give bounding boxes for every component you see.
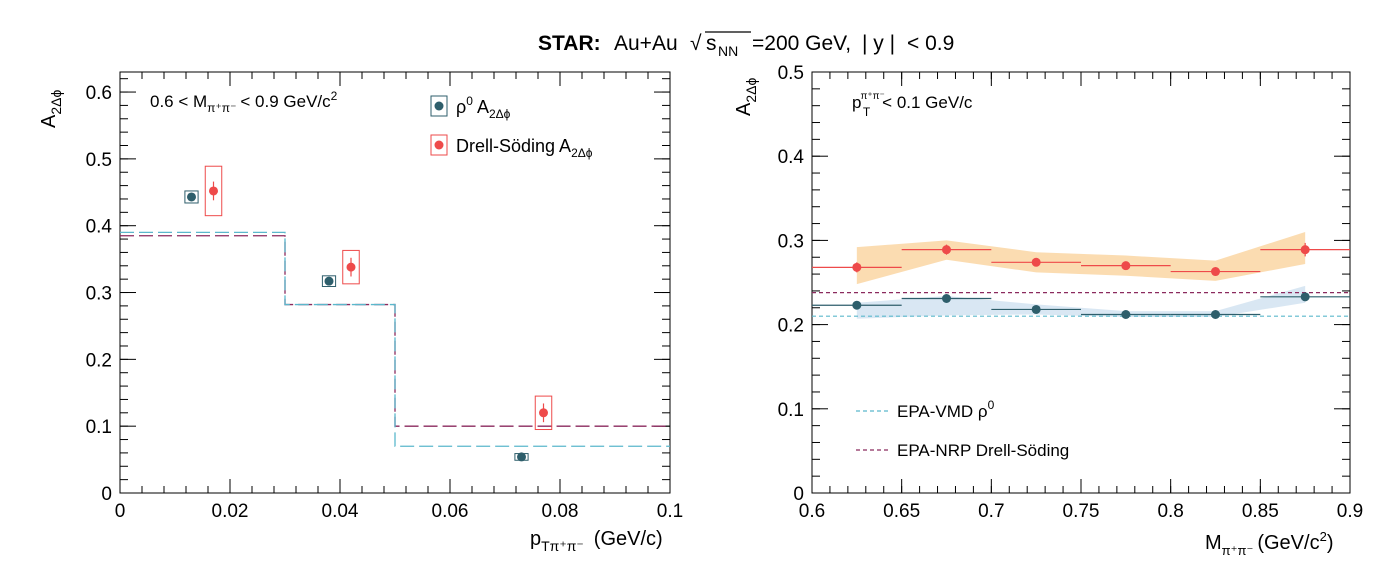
left-xtick-label: 0 <box>115 501 126 522</box>
left-ds-syst-box <box>342 249 360 285</box>
left-rho-point <box>187 192 196 202</box>
left-rho-point <box>517 452 526 462</box>
left-ds-point <box>539 408 548 418</box>
left-rho-point <box>324 276 334 286</box>
title-rapidity: < 0.9 <box>907 32 954 55</box>
left-ylabel: A2Δϕ <box>38 90 64 128</box>
right-xtick-label: 0.75 <box>1063 501 1100 522</box>
left-xtick-label: 0.04 <box>322 501 359 522</box>
right-ytick-label: 0.5 <box>778 63 804 84</box>
left-ds-syst-box <box>204 165 223 217</box>
left-xlabel: pTπ⁺π⁻ (GeV/c) <box>530 528 663 554</box>
left-ytick-label: 0.3 <box>86 284 112 305</box>
left-xtick-label: 0.06 <box>432 501 469 522</box>
left-rho-syst-box <box>184 190 199 204</box>
legend-rho-marker <box>434 101 444 111</box>
right-ds-point <box>1031 257 1041 267</box>
legend-rho-box <box>430 95 448 117</box>
title-nn: NN <box>718 43 738 59</box>
right-xtick-label: 0.8 <box>1157 501 1183 522</box>
right-ytick-label: 0.2 <box>778 316 804 337</box>
left-ds-point <box>209 186 218 196</box>
legend-ds-label: Drell-Söding A2Δϕ <box>456 136 593 160</box>
right-legend: EPA-VMD ρ0 EPA-NRP Drell-Söding <box>856 398 1069 460</box>
right-xtick-label: 0.65 <box>883 501 920 522</box>
left-panel: 0 0.02 0.04 0.06 0.08 0.1 0 0.1 0.2 0.3 0.4 0.5 0.6 … <box>38 71 683 554</box>
right-ds-band <box>856 231 1306 285</box>
left-xtick-label: 0.02 <box>212 501 249 522</box>
left-ds-syst-box <box>534 395 553 431</box>
title-rest: Au+Au <box>614 32 678 55</box>
right-xtick-label: 0.7 <box>978 501 1004 522</box>
right-frame <box>811 71 1351 494</box>
legend-vmd-label: EPA-VMD ρ0 <box>897 398 995 421</box>
right-ds-point <box>1211 267 1220 277</box>
left-ytick-label: 0.2 <box>86 350 112 371</box>
right-ytick-label: 0.1 <box>778 400 804 421</box>
right-rho-point <box>942 293 951 303</box>
title-bold: STAR: <box>538 32 601 55</box>
left-ytick-label: 0.4 <box>86 217 113 238</box>
title-energy: =200 GeV, <box>752 32 851 55</box>
right-ytick-label: 0 <box>793 484 804 505</box>
right-xtick-label: 0.9 <box>1337 501 1363 522</box>
legend-ds-box <box>430 134 448 156</box>
left-step-vmd <box>120 231 670 447</box>
right-ytick-label: 0.4 <box>778 147 805 168</box>
left-rho-syst-box <box>321 275 337 288</box>
right-ds-point <box>1300 245 1310 255</box>
left-frame <box>119 71 671 494</box>
left-ytick-label: 0.5 <box>86 150 112 171</box>
legend-nrp-label: EPA-NRP Drell-Söding <box>897 441 1069 460</box>
title-abs-y: | y | <box>862 32 895 55</box>
left-legend: ρ0 A2Δϕ Drell-Söding A2Δϕ <box>430 94 593 160</box>
figure-title: STAR: Au+Au √ s NN =200 GeV, | y | < 0.9 <box>538 31 954 59</box>
right-ds-point <box>942 245 951 255</box>
right-xtick-label: 0.85 <box>1242 501 1279 522</box>
right-xtick-label: 0.6 <box>799 501 825 522</box>
right-xlabel: Mπ⁺π⁻ (GeV/c2) <box>1205 529 1334 558</box>
right-ds-point <box>852 262 862 272</box>
right-panel: 0.6 0.65 0.7 0.75 0.8 0.85 0.9 0 0.1 0.2 0.3 0.4 0.5… <box>733 63 1363 558</box>
right-rho-point <box>852 300 862 310</box>
right-rho-band <box>856 285 1306 319</box>
right-rho-point <box>1121 309 1131 319</box>
left-ytick-label: 0.6 <box>86 83 112 104</box>
legend-ds-marker <box>434 140 444 150</box>
left-xtick-label: 0.1 <box>657 501 683 522</box>
right-rho-point <box>1300 292 1310 302</box>
left-cut-label: 0.6 < Mπ⁺π⁻ < 0.9 GeV/c2 <box>150 89 338 115</box>
legend-rho-label: ρ0 A2Δϕ <box>456 94 511 121</box>
right-rho-point <box>1211 309 1220 319</box>
title-s: s <box>706 32 717 55</box>
title-sqrt-sign: √ <box>690 32 702 55</box>
right-cut-label: pπ⁺π⁻ T < 0.1 GeV/c <box>852 91 973 119</box>
right-ytick-label: 0.3 <box>778 231 804 252</box>
left-ytick-label: 0.1 <box>86 417 112 438</box>
right-rho-point <box>1031 304 1041 314</box>
left-ds-point <box>346 262 356 272</box>
left-ytick-label: 0 <box>101 484 112 505</box>
right-ds-point <box>1121 261 1131 271</box>
right-ylabel: A2Δϕ <box>733 78 759 116</box>
left-xtick-label: 0.08 <box>542 501 579 522</box>
